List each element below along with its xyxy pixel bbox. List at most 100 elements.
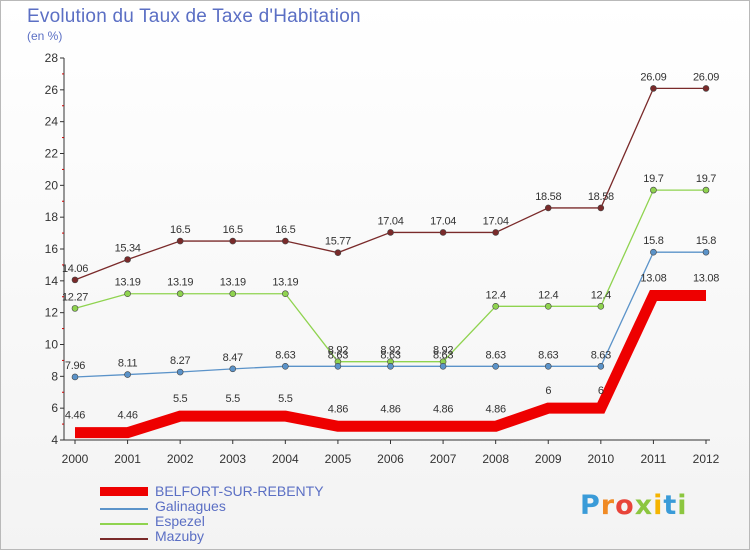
data-label: 12.4: [486, 289, 506, 301]
data-point: [650, 248, 657, 256]
data-label: 6: [545, 385, 551, 397]
data-point: [334, 363, 342, 370]
y-tick-label: 6: [51, 401, 58, 415]
data-label: 4.86: [486, 403, 506, 415]
data-point: [702, 85, 710, 92]
data-point: [702, 248, 710, 256]
data-point: [650, 85, 657, 92]
series-line-0: [75, 289, 706, 439]
data-label: 13.19: [115, 277, 141, 289]
data-label: 17.04: [377, 215, 403, 227]
data-label: 16.5: [275, 224, 295, 236]
data-point: [544, 363, 552, 370]
data-point: [71, 373, 79, 381]
data-label: 13.08: [693, 272, 719, 284]
y-unit-label: (en %): [27, 29, 63, 43]
data-label: 12.27: [62, 291, 88, 303]
data-label: 5.5: [173, 393, 188, 405]
data-point: [229, 290, 237, 298]
data-label: 8.92: [433, 345, 453, 357]
data-point: [176, 290, 184, 298]
data-label: 14.06: [62, 263, 88, 275]
y-tick-label: 4: [51, 433, 58, 447]
data-point: [702, 186, 710, 194]
data-point: [282, 363, 289, 370]
data-point: [282, 290, 289, 298]
data-label: 8.63: [328, 349, 348, 361]
data-point: [229, 365, 237, 373]
data-label: 13.19: [272, 277, 298, 289]
data-label: 8.92: [328, 345, 348, 357]
point-labels: 4.46 4.46 5.5 5.5 5.5 4.86 4.86 4.86 4.86 6 6 13.08…: [62, 71, 720, 422]
x-tick-label: 2003: [219, 452, 246, 466]
x-tick-label: 2005: [325, 452, 352, 466]
data-point: [124, 256, 131, 263]
data-point: [176, 237, 184, 245]
y-tick-label: 16: [45, 242, 59, 256]
data-point: [544, 302, 552, 310]
data-point: [334, 249, 342, 256]
data-point: [492, 229, 499, 236]
data-label: 18.58: [535, 191, 561, 203]
data-label: 4.46: [117, 410, 137, 422]
proxiti-logo: Proxiti: [580, 490, 688, 521]
x-tick-label: 2000: [62, 452, 89, 466]
chart-title: Evolution du Taux de Taxe d'Habitation: [27, 6, 361, 27]
data-label: 26.09: [693, 71, 719, 83]
data-label: 5.5: [226, 393, 241, 405]
legend-label-espezel: Espezel: [155, 513, 205, 529]
x-tick-label: 2012: [693, 452, 720, 466]
data-label: 8.92: [380, 345, 400, 357]
data-label: 18.58: [588, 191, 614, 203]
data-point: [387, 229, 394, 236]
x-tick-label: 2008: [482, 452, 509, 466]
data-point: [229, 237, 237, 245]
data-label: 15.8: [696, 235, 716, 247]
data-point: [597, 302, 605, 310]
data-label: 13.08: [640, 272, 666, 284]
data-label: 4.46: [65, 410, 85, 422]
data-label: 12.4: [591, 289, 611, 301]
x-tick-label: 2002: [167, 452, 194, 466]
data-label: 12.4: [538, 289, 558, 301]
y-tick-label: 12: [45, 306, 59, 320]
data-label: 4.86: [433, 403, 453, 415]
data-label: 7.96: [65, 360, 85, 372]
y-tick-label: 26: [45, 83, 59, 97]
y-tick-label: 8: [51, 369, 58, 383]
data-point: [282, 237, 289, 245]
x-tick-label: 2007: [430, 452, 457, 466]
data-point: [492, 363, 499, 370]
legend-label-belfort: BELFORT-SUR-REBENTY: [155, 483, 324, 499]
y-tick-label: 10: [45, 338, 59, 352]
data-label: 5.5: [278, 393, 293, 405]
data-label: 16.5: [170, 224, 190, 236]
x-tick-label: 2009: [535, 452, 562, 466]
y-tick-label: 28: [45, 51, 59, 65]
x-tick-label: 2011: [641, 452, 667, 466]
data-label: 15.34: [115, 243, 141, 255]
data-point: [124, 371, 131, 378]
data-point: [124, 290, 131, 298]
x-tick-label: 2010: [587, 452, 614, 466]
data-point: [71, 305, 79, 312]
x-tick-label: 2001: [114, 452, 141, 466]
data-label: 8.63: [538, 349, 558, 361]
data-point: [492, 302, 499, 310]
legend-swatch-belfort: [100, 487, 148, 496]
data-label: 17.04: [483, 215, 509, 227]
data-label: 8.11: [118, 358, 138, 370]
legend-swatch-espezel: [100, 523, 148, 525]
legend-label-galinagues: Galinagues: [155, 498, 226, 514]
y-tick-label: 18: [45, 210, 59, 224]
x-tick-label: 2006: [377, 452, 404, 466]
y-tick-label: 20: [45, 178, 59, 192]
data-point: [71, 276, 79, 284]
series-line-3: [74, 87, 706, 281]
data-label: 26.09: [640, 71, 666, 83]
data-point: [544, 204, 552, 212]
data-label: 13.19: [220, 277, 246, 289]
data-label: 8.63: [486, 349, 506, 361]
